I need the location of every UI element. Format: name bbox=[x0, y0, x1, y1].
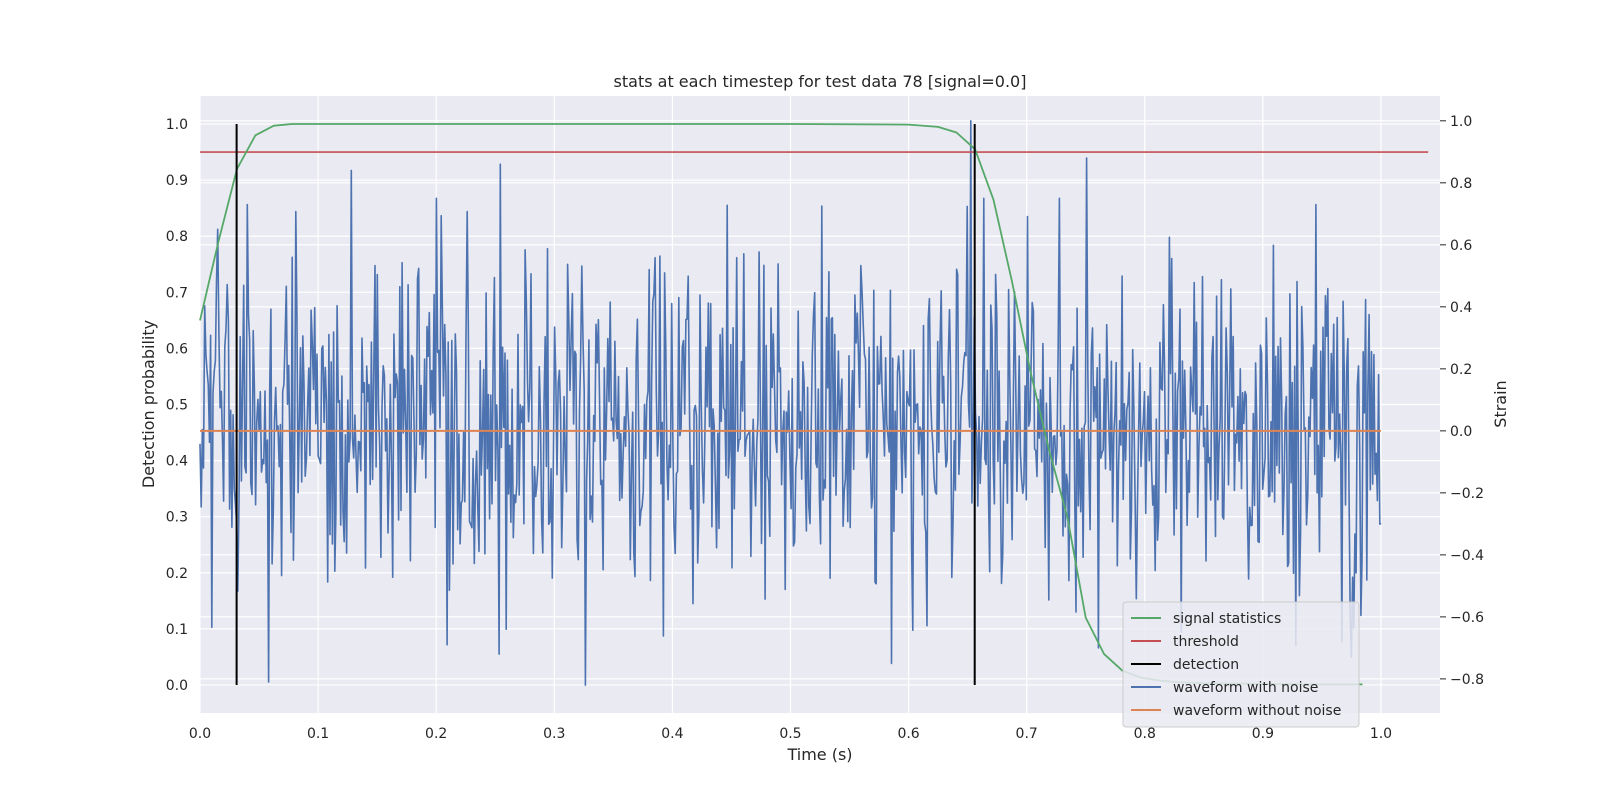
x-tick-label: 0.2 bbox=[425, 726, 447, 742]
y2-tick-label: −0.8 bbox=[1450, 672, 1484, 688]
x-tick-label: 0.6 bbox=[897, 726, 919, 742]
x-tick-label: 0.7 bbox=[1016, 726, 1038, 742]
y2-tick-label: 1.0 bbox=[1450, 114, 1472, 130]
legend-label: waveform without noise bbox=[1173, 703, 1341, 719]
y-tick-label: 0.7 bbox=[166, 285, 188, 301]
x-tick-label: 0.8 bbox=[1134, 726, 1156, 742]
x-tick-label: 1.0 bbox=[1370, 726, 1392, 742]
y2-tick-label: 0.0 bbox=[1450, 424, 1472, 440]
y-tick-label: 0.2 bbox=[166, 566, 188, 582]
series-line-waveform-with-noise bbox=[199, 120, 1382, 686]
chart-title: stats at each timestep for test data 78 … bbox=[614, 72, 1027, 91]
y-tick-label: 0.6 bbox=[166, 341, 188, 357]
y2-tick-label: 0.4 bbox=[1450, 300, 1472, 316]
y-tick-label: 0.4 bbox=[166, 454, 188, 470]
y-tick-label: 0.1 bbox=[166, 622, 188, 638]
y2-tick-label: 0.2 bbox=[1450, 362, 1472, 378]
y2-tick-label: 0.8 bbox=[1450, 176, 1472, 192]
y-tick-label: 0.8 bbox=[166, 229, 188, 245]
x-tick-label: 0.3 bbox=[543, 726, 565, 742]
legend-label: detection bbox=[1173, 657, 1239, 673]
axes: 0.0 0.1 0.2 0.3 0.4 0.5 0.6 0.7 0.8 0.9 1.0 0.0 0.1 0… bbox=[166, 114, 1484, 742]
x-tick-label: 0.5 bbox=[779, 726, 801, 742]
y2-tick-label: −0.4 bbox=[1450, 548, 1484, 564]
legend: signal statistics threshold detection wavef… bbox=[1122, 601, 1360, 728]
x-tick-label: 0.4 bbox=[661, 726, 683, 742]
x-tick-label: 0.9 bbox=[1252, 726, 1274, 742]
y2-tick-label: 0.6 bbox=[1450, 238, 1472, 254]
y2-tick-label: −0.2 bbox=[1450, 486, 1484, 502]
y2-tick-label: −0.6 bbox=[1450, 610, 1484, 626]
x-tick-label: 0.1 bbox=[307, 726, 329, 742]
y-tick-label: 0.0 bbox=[166, 678, 188, 694]
legend-label: signal statistics bbox=[1173, 611, 1281, 627]
y-axis-label: Detection probability bbox=[139, 320, 158, 488]
legend-label: waveform with noise bbox=[1173, 680, 1318, 696]
y-tick-label: 0.3 bbox=[166, 510, 188, 526]
legend-box bbox=[1122, 601, 1360, 728]
legend-label: threshold bbox=[1173, 634, 1239, 650]
x-tick-label: 0.0 bbox=[189, 726, 211, 742]
series-layer bbox=[199, 120, 1429, 686]
y-tick-label: 1.0 bbox=[166, 117, 188, 133]
x-axis-label: Time (s) bbox=[786, 745, 852, 764]
y-tick-label: 0.9 bbox=[166, 173, 188, 189]
y2-axis-label: Strain bbox=[1491, 380, 1510, 427]
y-tick-label: 0.5 bbox=[166, 398, 188, 414]
